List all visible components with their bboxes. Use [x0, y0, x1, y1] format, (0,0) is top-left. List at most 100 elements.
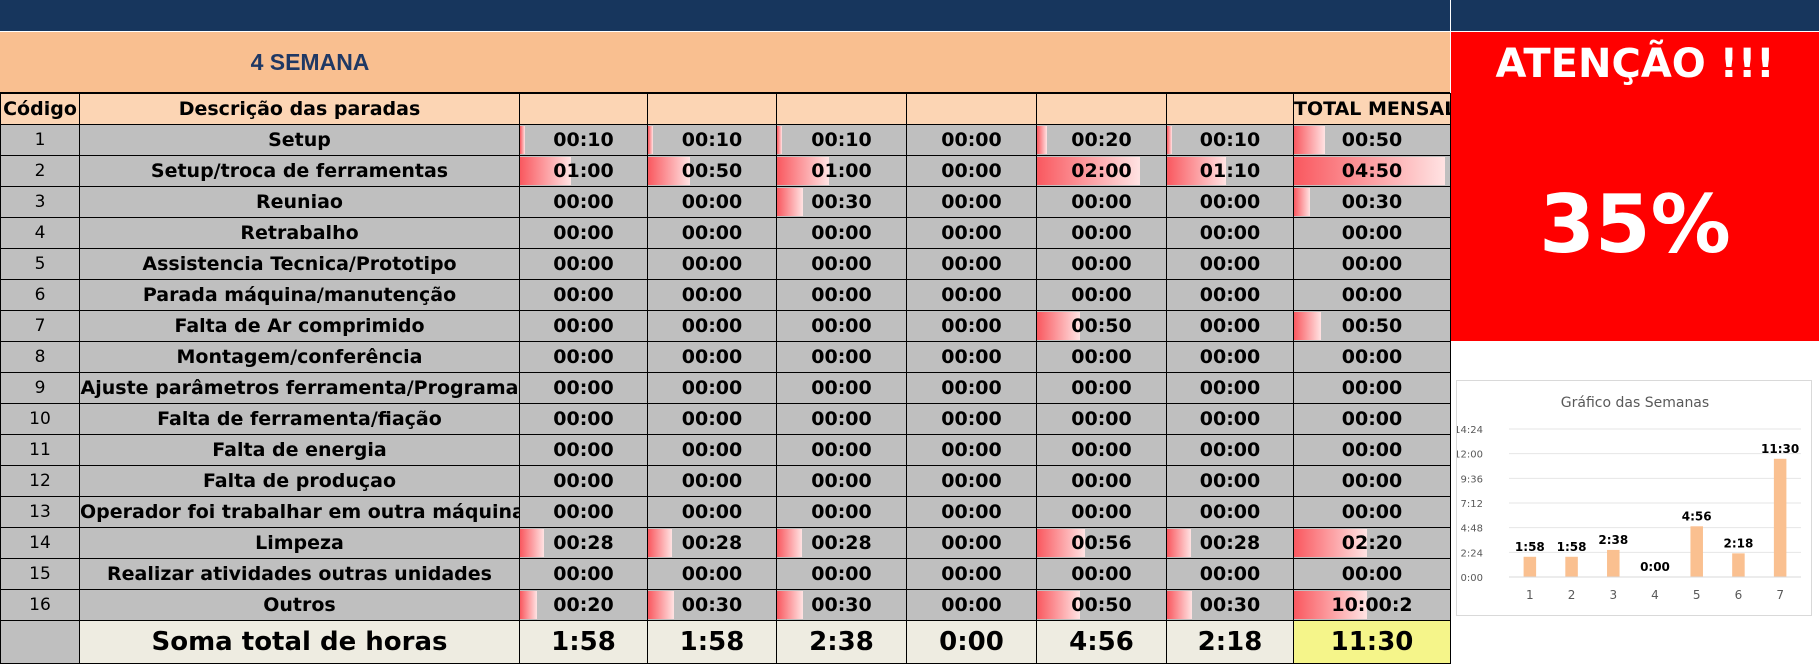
column-header-day[interactable] [776, 93, 907, 125]
downtime-cell[interactable]: 00:00 [647, 248, 777, 280]
downtime-cell[interactable]: 00:00 [776, 434, 907, 466]
downtime-cell[interactable]: 00:00 [1166, 248, 1294, 280]
downtime-cell[interactable]: 00:00 [776, 310, 907, 342]
downtime-cell[interactable]: 00:00 [647, 217, 777, 249]
downtime-cell[interactable]: 00:00 [906, 465, 1037, 497]
downtime-cell[interactable]: 00:00 [776, 248, 907, 280]
downtime-cell[interactable]: 00:00 [1166, 310, 1294, 342]
row-description[interactable]: Limpeza [79, 527, 520, 559]
monthly-total-cell[interactable]: 00:30 [1293, 186, 1451, 218]
sum-value[interactable]: 2:18 [1166, 620, 1294, 664]
row-description[interactable]: Operador foi trabalhar em outra máquina [79, 496, 520, 528]
downtime-cell[interactable]: 00:28 [647, 527, 777, 559]
sum-value[interactable]: 1:58 [519, 620, 648, 664]
downtime-cell[interactable]: 00:00 [647, 186, 777, 218]
chart-bar[interactable] [1607, 549, 1620, 577]
downtime-cell[interactable]: 00:00 [776, 496, 907, 528]
downtime-cell[interactable]: 00:30 [1166, 589, 1294, 621]
column-header-day[interactable] [1036, 93, 1167, 125]
row-description[interactable]: Outros [79, 589, 520, 621]
downtime-cell[interactable]: 00:00 [906, 279, 1037, 311]
downtime-cell[interactable]: 00:00 [1166, 186, 1294, 218]
row-description[interactable]: Assistencia Tecnica/Prototipo [79, 248, 520, 280]
column-header-day[interactable] [906, 93, 1037, 125]
row-description[interactable]: Setup/troca de ferramentas [79, 155, 520, 187]
downtime-cell[interactable]: 00:00 [519, 558, 648, 590]
downtime-cell[interactable]: 00:00 [906, 124, 1037, 156]
downtime-cell[interactable]: 00:00 [1166, 496, 1294, 528]
downtime-cell[interactable]: 00:00 [647, 372, 777, 404]
downtime-cell[interactable]: 00:00 [1036, 403, 1167, 435]
monthly-total-cell[interactable]: 00:00 [1293, 217, 1451, 249]
downtime-cell[interactable]: 00:00 [906, 341, 1037, 373]
downtime-cell[interactable]: 00:00 [1036, 217, 1167, 249]
downtime-cell[interactable]: 00:00 [906, 310, 1037, 342]
downtime-cell[interactable]: 00:00 [1166, 403, 1294, 435]
sum-value[interactable]: 2:38 [776, 620, 907, 664]
row-code[interactable]: 2 [0, 155, 80, 187]
row-code[interactable]: 10 [0, 403, 80, 435]
downtime-cell[interactable]: 00:50 [1036, 310, 1167, 342]
downtime-cell[interactable]: 00:00 [1036, 372, 1167, 404]
chart-bar[interactable] [1690, 526, 1703, 577]
column-header-day[interactable] [519, 93, 648, 125]
row-code[interactable]: 15 [0, 558, 80, 590]
downtime-cell[interactable]: 00:00 [519, 217, 648, 249]
row-code[interactable]: 3 [0, 186, 80, 218]
downtime-cell[interactable]: 00:00 [647, 279, 777, 311]
downtime-cell[interactable]: 01:10 [1166, 155, 1294, 187]
sum-total[interactable]: 11:30 [1293, 620, 1451, 664]
downtime-cell[interactable]: 00:00 [906, 372, 1037, 404]
monthly-total-cell[interactable]: 00:00 [1293, 434, 1451, 466]
downtime-cell[interactable]: 00:00 [1036, 465, 1167, 497]
row-code[interactable]: 9 [0, 372, 80, 404]
downtime-cell[interactable]: 00:00 [1166, 217, 1294, 249]
downtime-cell[interactable]: 00:00 [906, 403, 1037, 435]
downtime-cell[interactable]: 00:00 [647, 496, 777, 528]
sum-empty-cell[interactable] [0, 620, 80, 664]
row-description[interactable]: Parada máquina/manutenção [79, 279, 520, 311]
downtime-cell[interactable]: 00:00 [776, 558, 907, 590]
row-description[interactable]: Realizar atividades outras unidades [79, 558, 520, 590]
downtime-cell[interactable]: 00:00 [906, 186, 1037, 218]
row-code[interactable]: 4 [0, 217, 80, 249]
monthly-total-cell[interactable]: 00:00 [1293, 496, 1451, 528]
weekly-chart[interactable]: Gráfico das Semanas 0:00 2:24 4:48 7:12 9:36… [1454, 380, 1812, 616]
row-code[interactable]: 6 [0, 279, 80, 311]
downtime-cell[interactable]: 00:00 [776, 372, 907, 404]
chart-bar[interactable] [1773, 458, 1787, 577]
downtime-cell[interactable]: 00:00 [776, 217, 907, 249]
downtime-cell[interactable]: 00:30 [776, 589, 907, 621]
row-description[interactable]: Setup [79, 124, 520, 156]
downtime-cell[interactable]: 00:00 [647, 465, 777, 497]
row-description[interactable]: Reuniao [79, 186, 520, 218]
monthly-total-cell[interactable]: 00:50 [1293, 310, 1451, 342]
sum-value[interactable]: 0:00 [906, 620, 1037, 664]
downtime-cell[interactable]: 00:28 [776, 527, 907, 559]
sum-label[interactable]: Soma total de horas [79, 620, 520, 664]
downtime-cell[interactable]: 00:00 [906, 496, 1037, 528]
monthly-total-cell[interactable]: 00:00 [1293, 465, 1451, 497]
downtime-cell[interactable]: 01:00 [519, 155, 648, 187]
downtime-cell[interactable]: 00:28 [1166, 527, 1294, 559]
monthly-total-cell[interactable]: 00:00 [1293, 279, 1451, 311]
monthly-total-cell[interactable]: 00:00 [1293, 403, 1451, 435]
row-description[interactable]: Falta de energia [79, 434, 520, 466]
downtime-cell[interactable]: 00:00 [1036, 186, 1167, 218]
downtime-cell[interactable]: 00:00 [1036, 558, 1167, 590]
downtime-cell[interactable]: 00:00 [647, 310, 777, 342]
monthly-total-cell[interactable]: 00:00 [1293, 372, 1451, 404]
downtime-cell[interactable]: 00:00 [519, 403, 648, 435]
downtime-cell[interactable]: 00:30 [776, 186, 907, 218]
downtime-cell[interactable]: 00:00 [1166, 434, 1294, 466]
row-code[interactable]: 8 [0, 341, 80, 373]
downtime-cell[interactable]: 00:10 [1166, 124, 1294, 156]
row-description[interactable]: Retrabalho [79, 217, 520, 249]
downtime-cell[interactable]: 00:00 [519, 279, 648, 311]
chart-bar[interactable] [1732, 553, 1745, 577]
row-code[interactable]: 13 [0, 496, 80, 528]
downtime-cell[interactable]: 00:50 [1036, 589, 1167, 621]
downtime-cell[interactable]: 00:50 [647, 155, 777, 187]
monthly-total-cell[interactable]: 10:00:2 [1293, 589, 1451, 621]
downtime-cell[interactable]: 00:00 [519, 465, 648, 497]
